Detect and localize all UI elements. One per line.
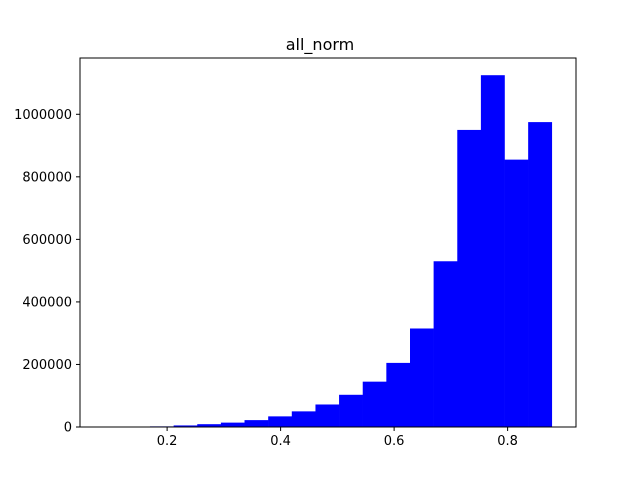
y-tick-label: 600000 bbox=[22, 233, 72, 248]
x-tick-label: 0.8 bbox=[497, 434, 518, 449]
y-tick-label: 0 bbox=[64, 421, 72, 436]
x-tick-label: 0.6 bbox=[384, 434, 405, 449]
y-tick-label: 400000 bbox=[22, 295, 72, 310]
y-tick-label: 200000 bbox=[22, 358, 72, 373]
histogram-bar bbox=[339, 395, 363, 427]
histogram-bar bbox=[386, 363, 410, 427]
histogram-bar bbox=[528, 122, 552, 427]
histogram-bar bbox=[481, 75, 505, 427]
histogram-bar bbox=[315, 404, 339, 427]
histogram-bar bbox=[292, 411, 316, 427]
histogram-bar bbox=[363, 382, 387, 427]
histogram-bar bbox=[434, 261, 458, 427]
y-tick-label: 1000000 bbox=[14, 108, 72, 123]
histogram-bar bbox=[268, 416, 292, 427]
y-tick-label: 800000 bbox=[22, 170, 72, 185]
histogram-bar bbox=[221, 423, 245, 427]
x-tick-label: 0.2 bbox=[157, 434, 178, 449]
histogram-bar bbox=[457, 130, 481, 427]
histogram-bar bbox=[505, 160, 529, 427]
histogram-bar bbox=[410, 328, 434, 427]
x-tick-label: 0.4 bbox=[270, 434, 291, 449]
histogram-bar bbox=[245, 420, 269, 427]
chart-title: all_norm bbox=[286, 35, 355, 55]
